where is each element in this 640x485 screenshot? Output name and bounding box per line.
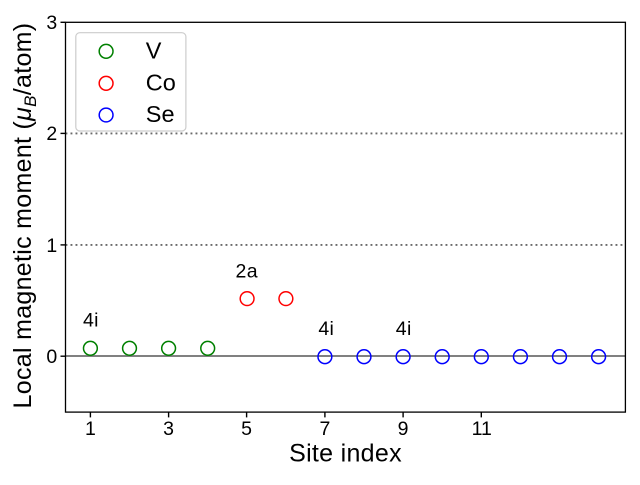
svg-text:Site index: Site index xyxy=(289,440,402,468)
svg-text:Se: Se xyxy=(146,101,175,127)
svg-text:11: 11 xyxy=(472,418,492,440)
svg-text:Local magnetic moment (μB/atom: Local magnetic moment (μB/atom) xyxy=(9,23,40,409)
svg-text:7: 7 xyxy=(319,418,330,440)
svg-text:4i: 4i xyxy=(396,318,412,340)
svg-text:4i: 4i xyxy=(318,318,334,340)
svg-text:4i: 4i xyxy=(83,310,99,332)
svg-text:0: 0 xyxy=(46,346,57,368)
svg-text:2: 2 xyxy=(46,123,57,145)
svg-text:1: 1 xyxy=(85,418,96,440)
svg-text:2a: 2a xyxy=(236,260,258,282)
svg-text:3: 3 xyxy=(46,12,57,34)
svg-text:Co: Co xyxy=(146,69,176,95)
svg-text:5: 5 xyxy=(241,418,252,440)
svg-text:3: 3 xyxy=(163,418,174,440)
svg-text:V: V xyxy=(146,37,162,63)
svg-text:1: 1 xyxy=(46,235,57,257)
svg-text:9: 9 xyxy=(398,418,409,440)
